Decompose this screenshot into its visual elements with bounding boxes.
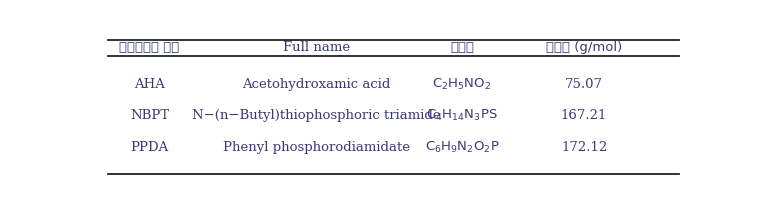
Text: 172.12: 172.12 [561,141,607,153]
Text: Acetohydroxamic acid: Acetohydroxamic acid [242,78,390,91]
Text: 167.21: 167.21 [561,109,607,122]
Text: NBPT: NBPT [130,109,169,122]
Text: 구조유사체 종류: 구조유사체 종류 [120,41,180,54]
Text: $\mathrm{C_4H_{14}N_3PS}$: $\mathrm{C_4H_{14}N_3PS}$ [426,108,498,123]
Text: Full name: Full name [283,41,349,54]
Text: N−(n−Butyl)thiophosphoric triamide: N−(n−Butyl)thiophosphoric triamide [192,109,441,122]
Text: $\mathrm{C_6H_9N_2O_2P}$: $\mathrm{C_6H_9N_2O_2P}$ [425,140,499,155]
Text: $\mathrm{C_2H_5NO_2}$: $\mathrm{C_2H_5NO_2}$ [432,77,492,92]
Text: Phenyl phosphorodiamidate: Phenyl phosphorodiamidate [223,141,409,153]
Text: PPDA: PPDA [131,141,169,153]
Text: 화학식: 화학식 [450,41,474,54]
Text: 75.07: 75.07 [565,78,603,91]
Text: 분자량 (g/mol): 분자량 (g/mol) [546,41,622,54]
Text: AHA: AHA [134,78,165,91]
